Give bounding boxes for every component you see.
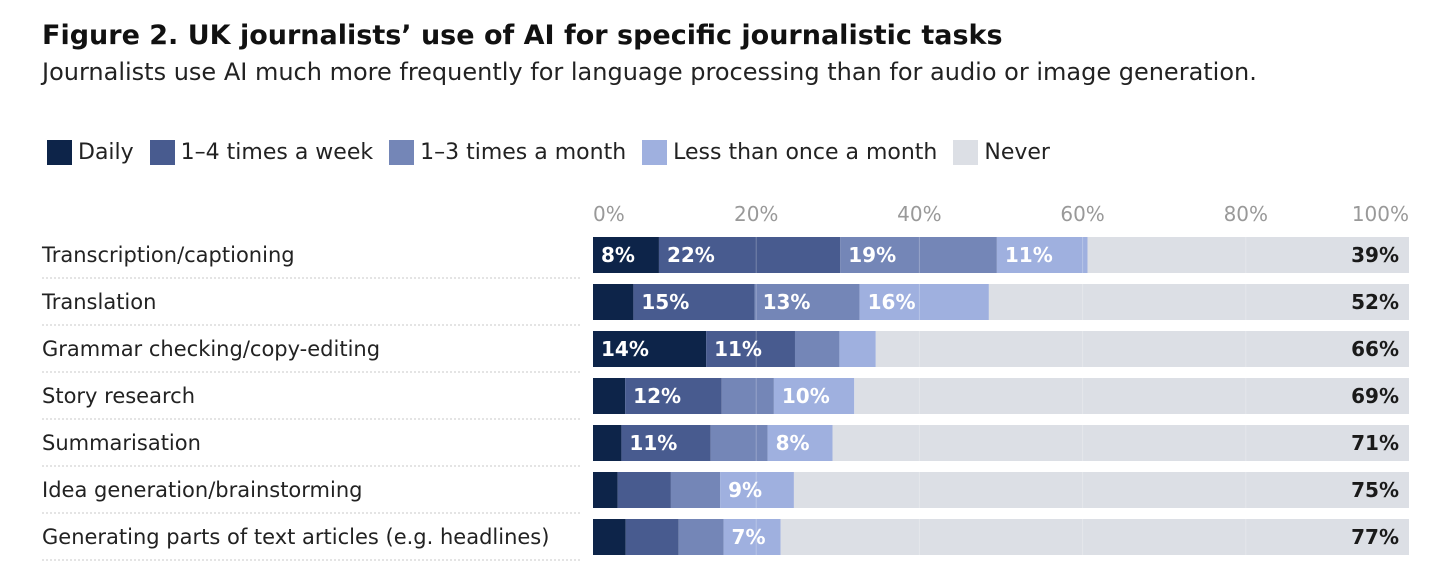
bar-segment bbox=[670, 472, 721, 508]
data-label: 12% bbox=[633, 384, 681, 408]
data-label: 22% bbox=[667, 243, 715, 267]
bar-segment bbox=[875, 331, 1409, 367]
bar-segment bbox=[593, 378, 626, 414]
bar-segment bbox=[710, 425, 768, 461]
data-label: 13% bbox=[763, 290, 811, 314]
x-tick-label: 0% bbox=[593, 202, 625, 226]
category-label: Story research bbox=[42, 384, 195, 408]
legend-item-daily: Daily bbox=[47, 140, 134, 165]
data-label: 39% bbox=[1351, 243, 1399, 267]
x-tick-label: 20% bbox=[734, 202, 778, 226]
bar-segment bbox=[767, 425, 833, 461]
category-label: Grammar checking/copy-editing bbox=[42, 337, 380, 361]
data-label: 8% bbox=[776, 431, 810, 455]
bar-segment bbox=[839, 331, 876, 367]
data-label: 71% bbox=[1351, 431, 1399, 455]
bar-segment bbox=[720, 472, 794, 508]
bar-segment bbox=[1087, 237, 1409, 273]
data-label: 15% bbox=[641, 290, 689, 314]
bar-segment bbox=[625, 519, 679, 555]
data-label: 52% bbox=[1351, 290, 1399, 314]
bar-segment bbox=[706, 331, 795, 367]
legend-item-weekly: 1–4 times a week bbox=[149, 140, 374, 165]
data-label: 11% bbox=[629, 431, 677, 455]
x-tick-label: 40% bbox=[897, 202, 941, 226]
data-label: 7% bbox=[732, 525, 766, 549]
legend-label-rarely: Less than once a month bbox=[673, 140, 938, 165]
category-label: Translation bbox=[41, 290, 156, 314]
x-tick-label: 100% bbox=[1352, 202, 1409, 226]
bar-segment bbox=[794, 331, 840, 367]
bar-segment bbox=[754, 284, 860, 320]
bar-segment bbox=[593, 284, 634, 320]
bar-segment bbox=[633, 284, 755, 320]
data-label: 9% bbox=[728, 478, 762, 502]
bar-segment bbox=[621, 425, 711, 461]
data-label: 10% bbox=[782, 384, 830, 408]
bar-segment bbox=[593, 425, 622, 461]
bar-segment bbox=[617, 472, 671, 508]
data-label: 16% bbox=[868, 290, 916, 314]
bar-segment bbox=[723, 519, 781, 555]
data-label: 11% bbox=[1005, 243, 1053, 267]
legend-swatch-never bbox=[953, 140, 979, 165]
legend-swatch-monthly bbox=[389, 140, 415, 165]
chart-subtitle: Journalists use AI much more frequently … bbox=[42, 58, 1257, 86]
category-label: Idea generation/brainstorming bbox=[42, 478, 362, 502]
data-label: 66% bbox=[1351, 337, 1399, 361]
bar-segment bbox=[625, 378, 722, 414]
x-tick-label: 60% bbox=[1060, 202, 1104, 226]
bar-segment bbox=[721, 378, 774, 414]
bar-segment bbox=[854, 378, 1409, 414]
legend-item-never: Never bbox=[953, 140, 1050, 165]
chart-title: Figure 2. UK journalists’ use of AI for … bbox=[42, 20, 1003, 51]
legend-label-weekly: 1–4 times a week bbox=[180, 140, 374, 165]
bar-segment bbox=[593, 331, 707, 367]
stacked-bar-chart: 0% 20% 40% 60% 80% 100% Transcription/captioni… bbox=[41, 202, 1409, 561]
category-label: Transcription/captioning bbox=[41, 243, 295, 267]
legend: Daily 1–4 times a week 1–3 times a month… bbox=[47, 140, 1066, 165]
bar-segment bbox=[988, 284, 1409, 320]
bar-segment bbox=[773, 378, 855, 414]
bar-segment bbox=[658, 237, 841, 273]
legend-item-monthly: 1–3 times a month bbox=[389, 140, 626, 165]
x-tick-label: 80% bbox=[1224, 202, 1268, 226]
data-label: 19% bbox=[848, 243, 896, 267]
data-label: 8% bbox=[601, 243, 635, 267]
legend-item-rarely: Less than once a month bbox=[642, 140, 937, 165]
bar-segment bbox=[793, 472, 1409, 508]
data-label: 11% bbox=[714, 337, 762, 361]
bar-segment bbox=[780, 519, 1409, 555]
legend-swatch-rarely bbox=[642, 140, 668, 165]
legend-swatch-daily bbox=[47, 140, 72, 165]
bar-segment bbox=[859, 284, 989, 320]
data-label: 14% bbox=[601, 337, 649, 361]
data-label: 77% bbox=[1351, 525, 1399, 549]
bar-segment bbox=[678, 519, 724, 555]
bar-segment bbox=[840, 237, 997, 273]
bar-segment bbox=[593, 472, 618, 508]
category-label: Summarisation bbox=[42, 431, 201, 455]
bar-segment bbox=[832, 425, 1409, 461]
bar-segment bbox=[593, 519, 626, 555]
data-label: 75% bbox=[1351, 478, 1399, 502]
data-label: 69% bbox=[1351, 384, 1399, 408]
legend-label-daily: Daily bbox=[78, 140, 134, 165]
category-label: Generating parts of text articles (e.g. … bbox=[42, 525, 549, 549]
legend-swatch-weekly bbox=[149, 140, 175, 165]
legend-label-never: Never bbox=[984, 140, 1050, 165]
bar-segment bbox=[593, 237, 659, 273]
bar-segment bbox=[996, 237, 1088, 273]
legend-label-monthly: 1–3 times a month bbox=[420, 140, 627, 165]
